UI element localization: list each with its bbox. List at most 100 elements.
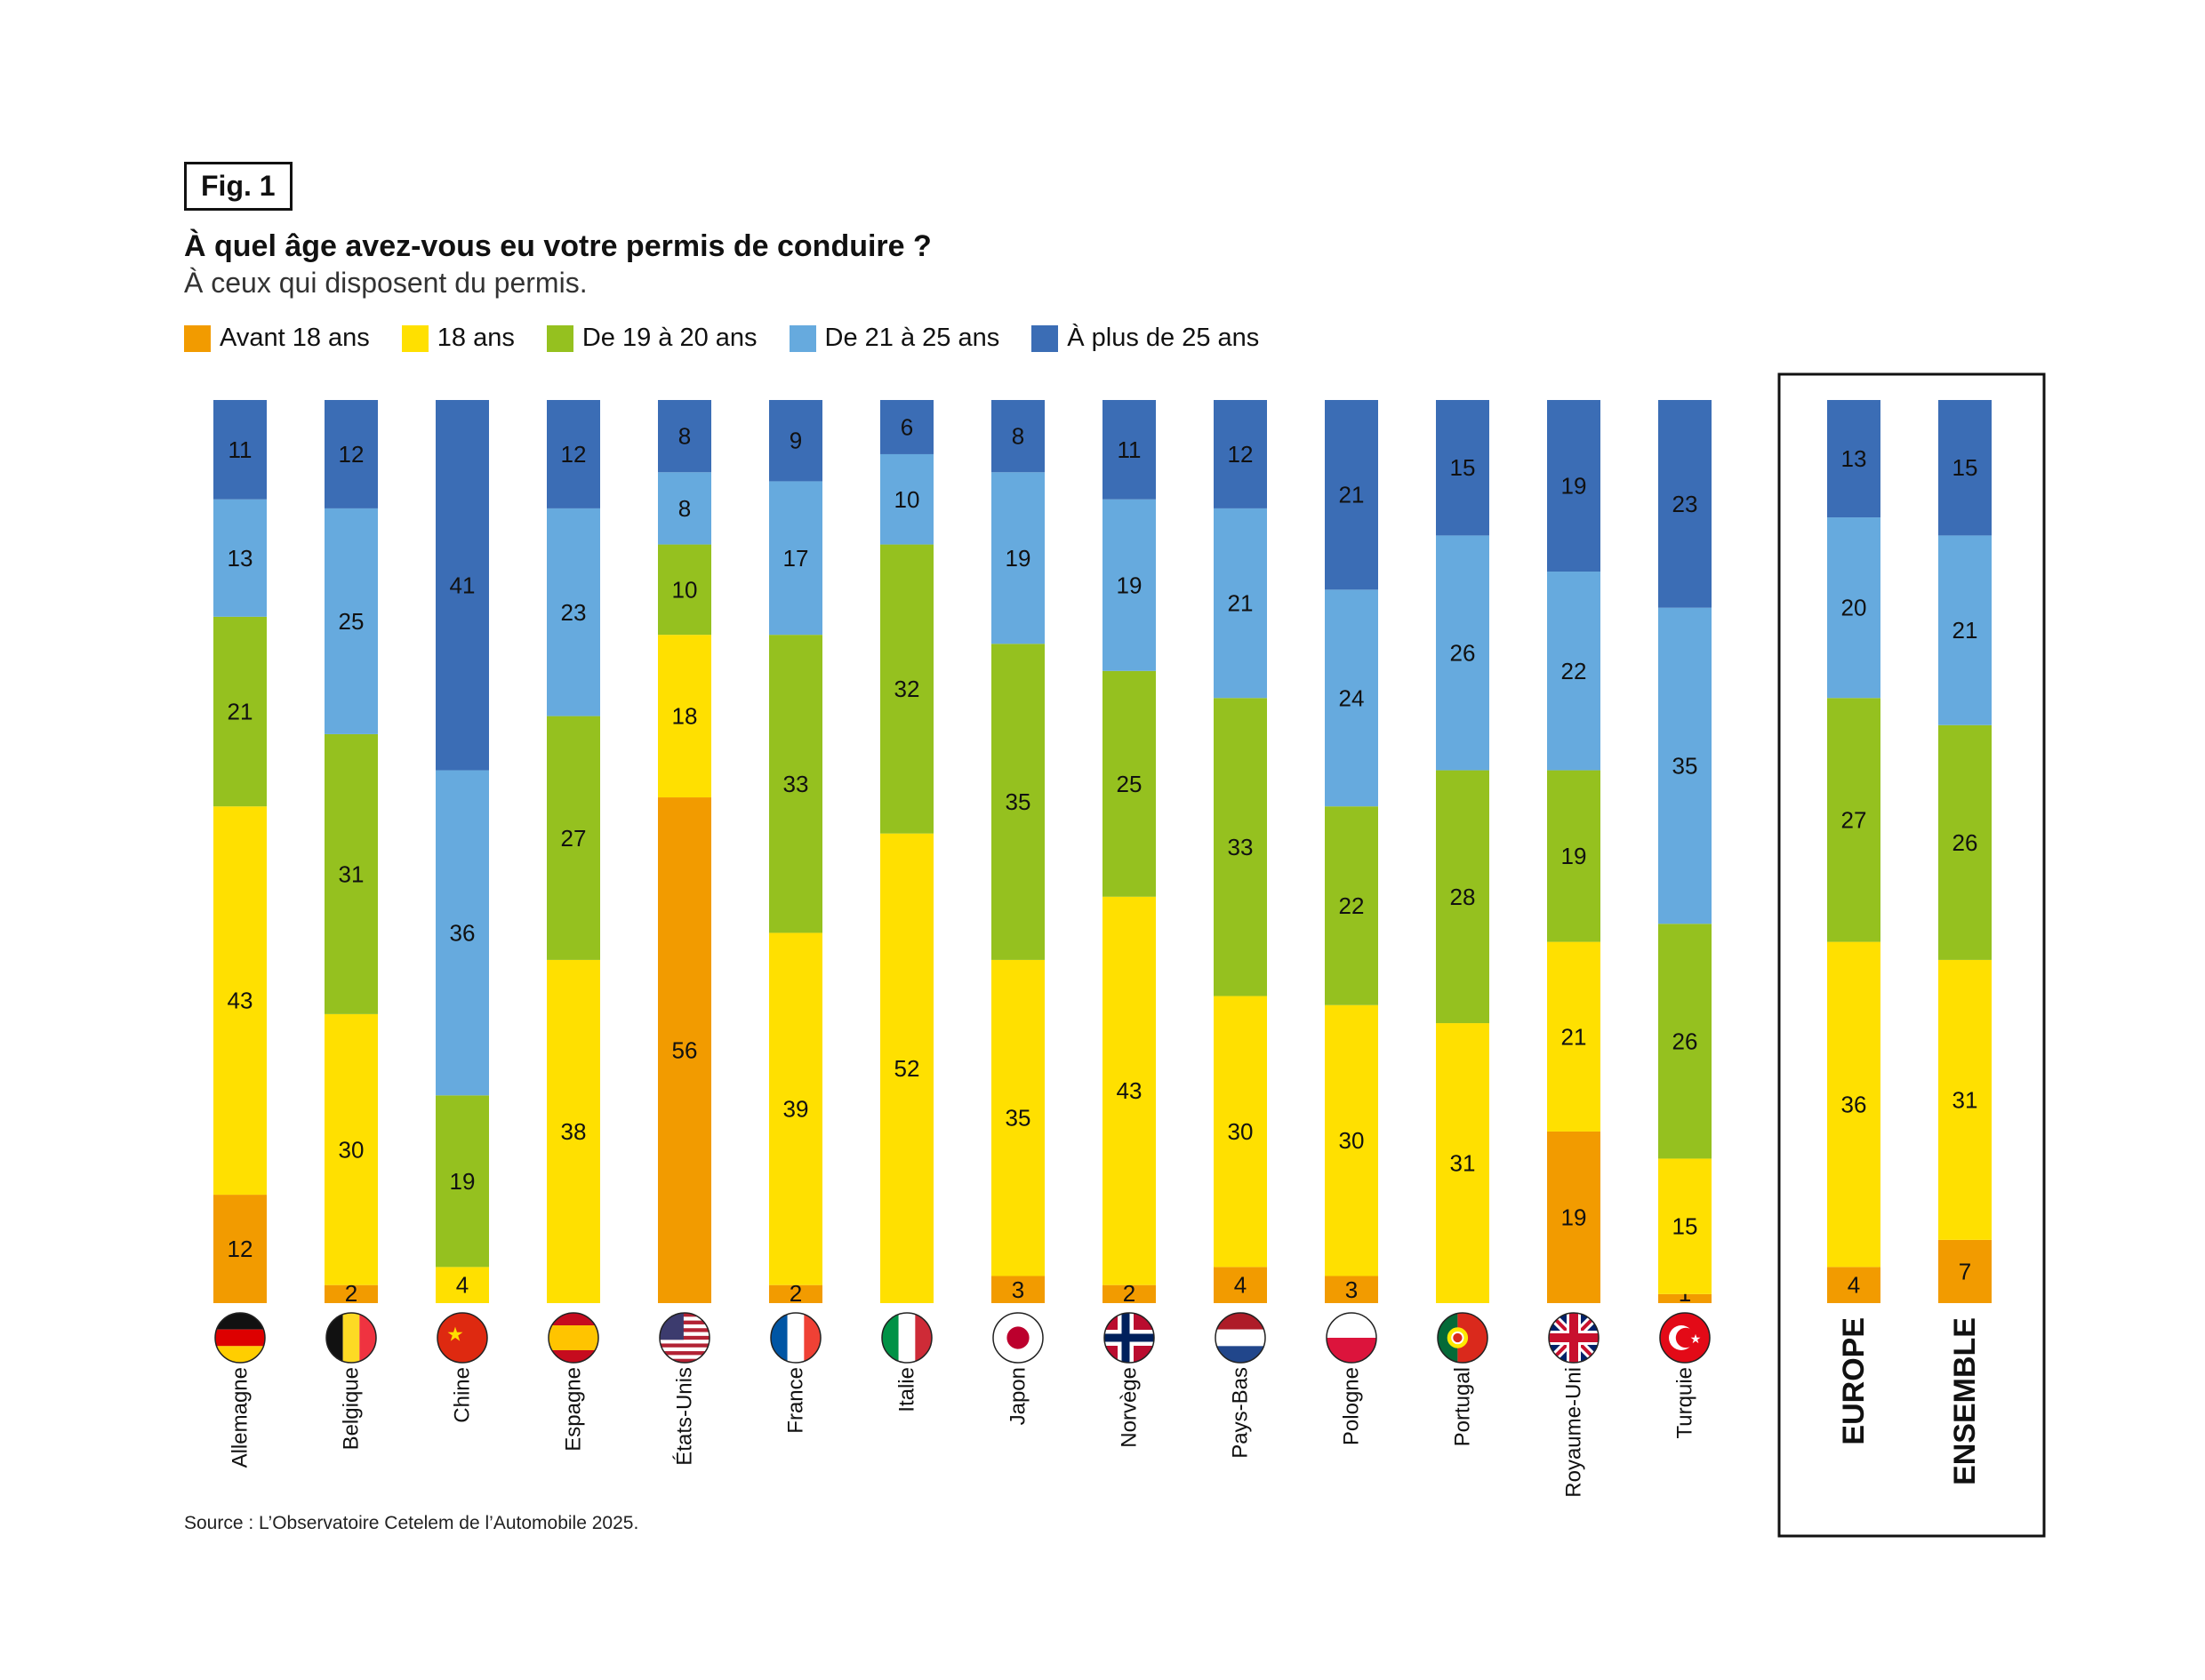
data-label: 30 <box>339 1136 365 1163</box>
data-label: 15 <box>1672 1213 1698 1240</box>
bar-segment <box>213 499 267 617</box>
chart-title: À quel âge avez-vous eu votre permis de … <box>184 229 932 263</box>
bar-segment <box>991 959 1045 1276</box>
data-label: 24 <box>1339 684 1365 711</box>
data-label: 41 <box>450 572 476 598</box>
legend-label: De 21 à 25 ans <box>824 324 1000 352</box>
data-label: 56 <box>672 1037 698 1064</box>
italy-flag-icon <box>881 1312 933 1364</box>
category-label: Japon <box>1006 1367 1030 1425</box>
bar-segment <box>1658 924 1712 1159</box>
bar-segment <box>1658 1293 1712 1303</box>
bar-segment <box>769 400 822 482</box>
bar-segment <box>880 453 934 545</box>
bar-segment <box>1214 508 1267 699</box>
bar-segment <box>325 1013 378 1285</box>
category-label: États-Unis <box>673 1367 697 1466</box>
data-label: 7 <box>1959 1258 1971 1284</box>
data-label: 3 <box>1012 1276 1024 1303</box>
bar-segment <box>1658 607 1712 924</box>
category-label: Pays-Bas <box>1229 1367 1253 1459</box>
data-label: 21 <box>1561 1023 1587 1050</box>
bar-segment <box>1325 589 1378 807</box>
data-label: 8 <box>678 495 691 522</box>
data-label: 21 <box>1952 617 1978 644</box>
category-label: Chine <box>451 1367 475 1423</box>
category-label: Italie <box>895 1367 919 1412</box>
data-label: 33 <box>783 771 809 797</box>
chart-subtitle: À ceux qui disposent du permis. <box>184 267 588 299</box>
bar-segment <box>658 400 711 473</box>
data-label: 21 <box>228 699 253 725</box>
bar-segment <box>1102 1284 1156 1303</box>
data-label: 12 <box>1228 441 1254 468</box>
belgium-flag-icon <box>325 1312 377 1364</box>
category-label: Pologne <box>1340 1367 1364 1445</box>
data-label: 31 <box>1450 1150 1476 1177</box>
data-label: 4 <box>456 1272 469 1299</box>
bar-segment <box>1547 770 1600 942</box>
data-label: 6 <box>901 413 913 440</box>
bar-segment <box>1938 724 1992 960</box>
bar-segment <box>1102 670 1156 897</box>
category-label: Norvège <box>1118 1367 1142 1448</box>
bar-segment <box>1214 400 1267 508</box>
bar-segment <box>1547 1131 1600 1303</box>
data-label: 11 <box>229 436 253 463</box>
data-label: 10 <box>672 576 698 603</box>
data-label: 22 <box>1561 658 1587 684</box>
data-label: 31 <box>1952 1086 1978 1113</box>
bar-segment <box>1102 499 1156 671</box>
bar-segment <box>880 544 934 834</box>
bar-segment <box>658 797 711 1303</box>
data-label: 19 <box>1561 473 1587 500</box>
data-label: 27 <box>1841 806 1867 833</box>
data-label: 19 <box>1561 843 1587 869</box>
category-label: Belgique <box>340 1367 364 1450</box>
data-label: 3 <box>1345 1276 1358 1303</box>
bar-segment <box>880 400 934 454</box>
germany-flag-icon <box>214 1312 266 1364</box>
bar-segment <box>769 932 822 1285</box>
bar-segment <box>1827 698 1880 942</box>
bar-segment <box>1938 535 1992 725</box>
bar-segment <box>213 616 267 807</box>
bar-segment <box>769 481 822 636</box>
legend-item-avant-18: Avant 18 ans <box>184 324 370 353</box>
bar-segment <box>325 400 378 508</box>
bar-segment <box>1827 400 1880 518</box>
data-label: 15 <box>1952 454 1978 481</box>
bar-segment <box>436 1095 489 1268</box>
bar-segment <box>213 1195 267 1303</box>
data-label: 27 <box>561 825 587 852</box>
norway-flag-icon <box>1103 1312 1155 1364</box>
bar-segment <box>1658 400 1712 608</box>
data-label: 18 <box>672 703 698 730</box>
category-label: Turquie <box>1673 1367 1697 1438</box>
data-label: 19 <box>1117 572 1143 598</box>
bar-segment <box>1436 770 1489 1024</box>
legend-item-19-20: De 19 à 20 ans <box>546 324 758 353</box>
summary-group-box <box>1777 372 2046 1538</box>
data-label: 26 <box>1450 639 1476 666</box>
bar-segment <box>1102 896 1156 1285</box>
bar-segment <box>658 472 711 545</box>
bar-segment <box>1827 517 1880 699</box>
data-label: 35 <box>1006 1105 1031 1132</box>
bar-segment <box>325 1284 378 1303</box>
bar-segment <box>1214 698 1267 996</box>
data-label: 13 <box>228 545 253 572</box>
data-label: 17 <box>783 545 809 572</box>
bar-segment <box>325 508 378 734</box>
legend-swatch <box>401 324 429 352</box>
category-label: ENSEMBLE <box>1948 1317 1982 1485</box>
bar-segment <box>436 770 489 1096</box>
bar-segment <box>1938 400 1992 536</box>
bar-segment <box>880 833 934 1303</box>
category-label: EUROPE <box>1837 1317 1871 1445</box>
data-label: 25 <box>339 608 365 635</box>
data-label: 20 <box>1841 595 1867 621</box>
bar-segment <box>213 806 267 1196</box>
svg-text:★: ★ <box>446 1324 464 1346</box>
data-label: 2 <box>790 1280 802 1307</box>
